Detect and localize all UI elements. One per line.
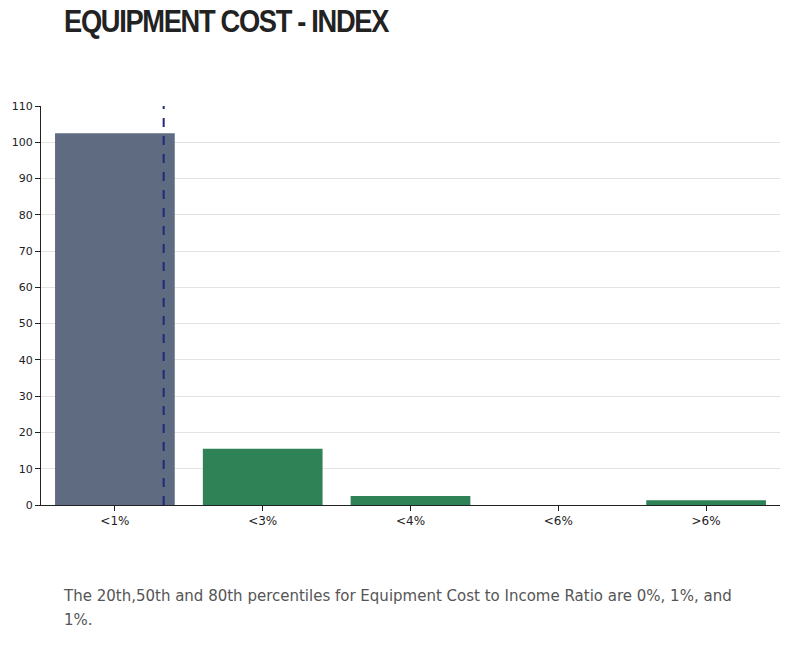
- svg-text:<1%: <1%: [100, 514, 129, 528]
- svg-text:0: 0: [26, 499, 33, 512]
- svg-text:80: 80: [19, 209, 33, 222]
- svg-text:20: 20: [19, 426, 33, 439]
- svg-text:50: 50: [19, 317, 33, 330]
- svg-text:60: 60: [19, 281, 33, 294]
- svg-text:<6%: <6%: [544, 514, 573, 528]
- svg-text:10: 10: [19, 463, 33, 476]
- svg-text:40: 40: [19, 354, 33, 367]
- svg-text:<4%: <4%: [396, 514, 425, 528]
- svg-text:30: 30: [19, 390, 33, 403]
- svg-text:>6%: >6%: [692, 514, 721, 528]
- svg-text:90: 90: [19, 172, 33, 185]
- html-text:EQUIPMENT COST - INDEX: EQUIPMENT COST - INDEX: [64, 4, 389, 39]
- html-text:The 20th,50th and 80th percent: The 20th,50th and 80th percentiles for E…: [64, 587, 732, 629]
- svg-text:100: 100: [12, 136, 33, 149]
- svg-text:70: 70: [19, 245, 33, 258]
- svg-text:<3%: <3%: [248, 514, 277, 528]
- svg-text:110: 110: [12, 100, 33, 113]
